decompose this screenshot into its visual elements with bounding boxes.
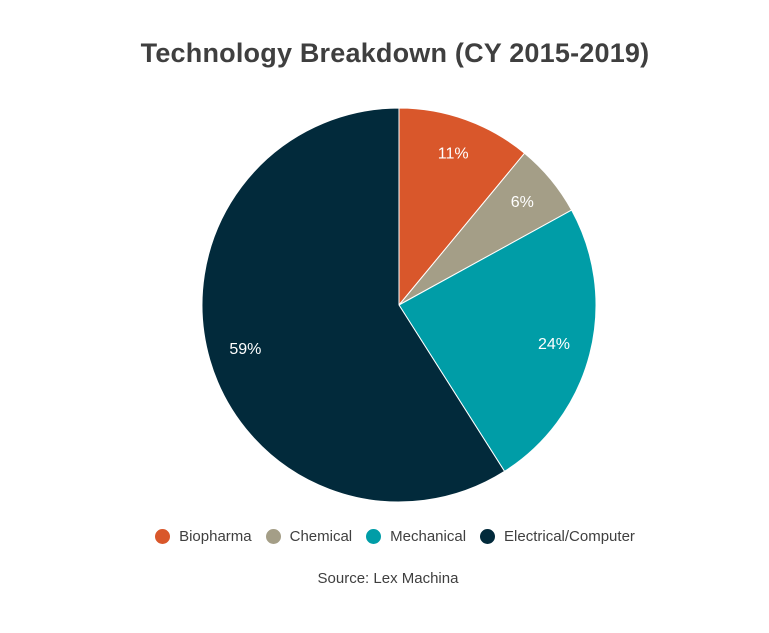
legend-item-electrical-computer: Electrical/Computer [480, 528, 635, 545]
legend-item-mechanical: Mechanical [366, 528, 466, 545]
slice-label-biopharma: 11% [438, 146, 469, 163]
legend-swatch [265, 529, 281, 544]
legend-label: Electrical/Computer [504, 528, 635, 545]
legend-label: Chemical [289, 528, 353, 545]
legend-swatch [366, 529, 382, 544]
pie-slice-biopharma [398, 107, 526, 307]
pie-labels: 11% 6% 24% 59% [229, 146, 570, 358]
legend-item-chemical: Chemical [265, 528, 353, 545]
pie-slices [201, 107, 597, 503]
chart-title: Technology Breakdown (CY 2015-2019) [140, 38, 650, 68]
pie-slice-mechanical [398, 209, 597, 473]
slice-label-electrical-computer: 59% [229, 341, 261, 358]
legend-label: Biopharma [179, 528, 252, 545]
legend-item-biopharma: Biopharma [155, 528, 252, 545]
pie-slice-electrical-computer [201, 107, 506, 503]
legend-swatch [480, 529, 496, 544]
slice-label-mechanical: 24% [538, 336, 570, 353]
source-note: Source: Lex Machina [317, 570, 459, 587]
legend: Biopharma Chemical Mechanical Electrical/Co… [0, 528, 769, 545]
slice-label-chemical: 6% [511, 194, 534, 211]
legend-label: Mechanical [390, 528, 467, 545]
legend-swatch [155, 529, 171, 544]
